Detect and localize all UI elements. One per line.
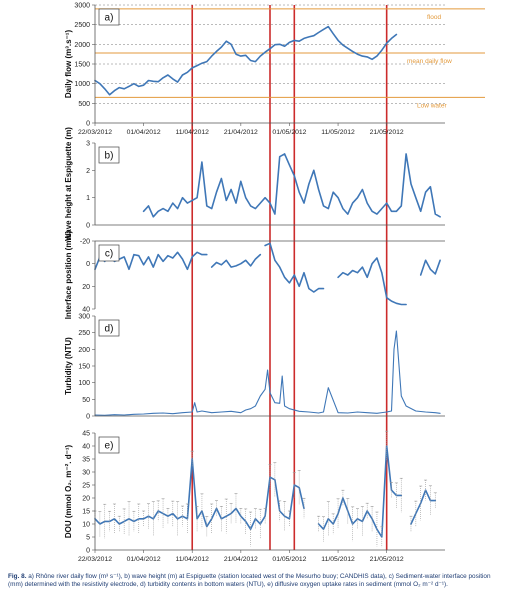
caption-text: a) Rhône river daily flow (m³ s⁻¹), b) w… [8, 573, 491, 589]
event-lines [191, 5, 388, 550]
panel-label: a) [105, 13, 114, 24]
y-tick-label: 300 [78, 314, 90, 321]
y-tick-label: 2 [86, 168, 90, 175]
threshold-label: mean daily flow [407, 58, 452, 65]
y-tick-label: 3000 [74, 3, 90, 10]
y-tick-label: 0 [86, 548, 90, 555]
series-line [191, 458, 305, 530]
x-tick-label: 01/04/2012 [127, 129, 161, 136]
y-tick-label: 10 [82, 522, 90, 529]
x-tick-label: 21/04/2012 [224, 129, 258, 136]
y-tick-label: 3 [86, 141, 90, 148]
x-tick-label: 11/04/2012 [175, 129, 209, 136]
y-tick-label: 150 [78, 364, 90, 371]
panel-label-box [98, 146, 120, 164]
caption-label: Fig. 8. [8, 573, 27, 580]
x-tick-label: 22/03/2012 [78, 129, 112, 136]
y-tick-label: 25 [82, 483, 90, 490]
y-tick-label: 40 [82, 444, 90, 451]
y-tick-label: 1000 [74, 81, 90, 88]
y-tick-label: 250 [78, 330, 90, 337]
panel-label: d) [105, 324, 114, 335]
x-tick-label: 22/03/2012 [78, 556, 112, 563]
panel-label-box [98, 8, 120, 26]
y-tick-label: 20 [82, 284, 90, 291]
x-tick-label: 11/04/2012 [175, 556, 209, 563]
panel-label-box [98, 436, 120, 454]
y-tick-label: 1500 [74, 62, 90, 69]
y-tick-label: 2000 [74, 42, 90, 49]
series-line [94, 458, 193, 525]
y-tick-label: 15 [82, 509, 90, 516]
y-axis-title: Daily flow (m³.s⁻¹) [64, 30, 73, 99]
y-axis-title: Interface position (mm) [64, 230, 73, 319]
y-tick-label: 30 [82, 470, 90, 477]
series-layer [93, 8, 485, 548]
y-tick-label: 50 [82, 397, 90, 404]
y-tick-label: 35 [82, 457, 90, 464]
y-tick-label: -20 [80, 239, 90, 246]
series-line [94, 330, 441, 416]
y-tick-label: 0 [86, 414, 90, 421]
panel-label-box [98, 319, 120, 337]
y-tick-label: 0 [86, 121, 90, 128]
axes-layer [92, 4, 445, 553]
x-tick-label: 21/05/2012 [370, 556, 404, 563]
y-axis-title: DOU (mmol O₂. m⁻². d⁻¹) [64, 445, 73, 539]
x-tick-label: 11/05/2012 [321, 129, 355, 136]
series-line [94, 25, 398, 96]
panel-label: c) [105, 249, 113, 260]
series-line [264, 242, 325, 293]
y-tick-label: 20 [82, 496, 90, 503]
y-tick-label: 1 [86, 195, 90, 202]
figure-caption: Fig. 8. a) Rhône river daily flow (m³ s⁻… [8, 573, 504, 590]
y-tick-label: 100 [78, 380, 90, 387]
y-tick-label: 40 [82, 307, 90, 314]
panel-label-box [98, 244, 120, 262]
panel-label: e) [105, 441, 114, 452]
threshold-label: Low water [417, 102, 447, 109]
y-tick-label: 2500 [74, 22, 90, 29]
threshold-label: flood [427, 14, 441, 21]
x-tick-label: 01/04/2012 [127, 556, 161, 563]
series-line [317, 445, 403, 538]
x-tick-label: 01/05/2012 [272, 129, 306, 136]
y-tick-label: 45 [82, 431, 90, 438]
x-tick-label: 11/05/2012 [321, 556, 355, 563]
series-line [337, 257, 407, 306]
series-line [142, 153, 441, 218]
y-tick-label: 0 [86, 261, 90, 268]
series-line [210, 253, 262, 268]
y-tick-label: 200 [78, 347, 90, 354]
y-tick-label: 500 [78, 101, 90, 108]
y-axis-title: Turbidity (NTU) [64, 337, 73, 395]
series-line [410, 489, 437, 525]
y-tick-label: 5 [86, 535, 90, 542]
x-tick-label: 01/05/2012 [272, 556, 306, 563]
x-tick-label: 21/05/2012 [370, 129, 404, 136]
y-axis-title: Wave height at Espiguette (m) [64, 127, 73, 241]
panel-label: b) [105, 151, 114, 162]
y-tick-label: 0 [86, 223, 90, 230]
x-tick-label: 21/04/2012 [224, 556, 258, 563]
series-line [419, 259, 441, 276]
